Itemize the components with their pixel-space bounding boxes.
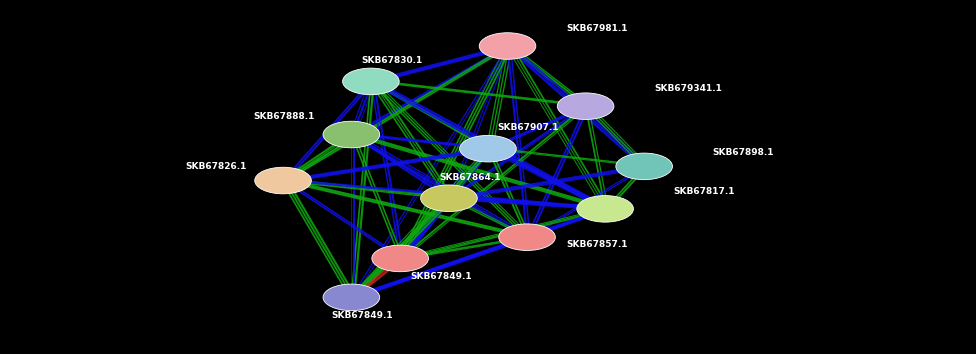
Ellipse shape (343, 68, 399, 95)
Ellipse shape (255, 167, 311, 194)
Ellipse shape (323, 284, 380, 311)
Text: SKB67864.1: SKB67864.1 (439, 172, 501, 182)
Text: SKB67826.1: SKB67826.1 (185, 162, 247, 171)
Text: SKB67849.1: SKB67849.1 (410, 272, 471, 281)
Ellipse shape (577, 195, 633, 222)
Ellipse shape (479, 33, 536, 59)
Ellipse shape (372, 245, 428, 272)
Ellipse shape (557, 93, 614, 120)
Text: SKB67857.1: SKB67857.1 (566, 240, 628, 249)
Text: SKB679341.1: SKB679341.1 (654, 84, 722, 93)
Ellipse shape (323, 121, 380, 148)
Ellipse shape (616, 153, 672, 180)
Text: SKB67981.1: SKB67981.1 (566, 24, 628, 33)
Text: SKB67888.1: SKB67888.1 (254, 112, 315, 121)
Text: SKB67907.1: SKB67907.1 (498, 123, 559, 132)
Text: SKB67817.1: SKB67817.1 (673, 187, 735, 196)
Ellipse shape (421, 185, 477, 212)
Text: SKB67898.1: SKB67898.1 (712, 148, 774, 157)
Text: SKB67849.1: SKB67849.1 (332, 310, 393, 320)
Ellipse shape (499, 224, 555, 251)
Ellipse shape (460, 135, 516, 162)
Text: SKB67830.1: SKB67830.1 (361, 56, 423, 65)
